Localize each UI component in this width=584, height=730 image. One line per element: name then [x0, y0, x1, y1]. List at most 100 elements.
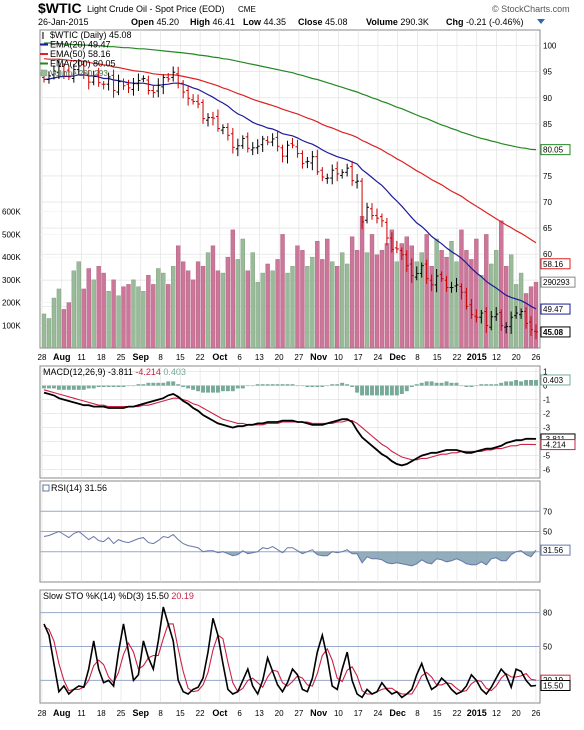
- histogram-bar: [389, 385, 394, 396]
- histogram-bar: [370, 385, 374, 396]
- price-bar: [106, 72, 111, 91]
- histogram-bar: [220, 385, 225, 392]
- x-tick-label: 10: [334, 353, 343, 362]
- x-tick-label: 22: [196, 353, 205, 362]
- value-tag-box: [540, 258, 571, 270]
- volume-bar: [379, 250, 385, 349]
- histogram-bar: [250, 385, 255, 387]
- y-tick-label: 0: [543, 382, 548, 391]
- x-tick-label: 15: [176, 353, 185, 362]
- chevron-down-icon[interactable]: [537, 19, 545, 24]
- price-bar: [126, 79, 131, 94]
- x-tick-label: 2015: [467, 352, 487, 362]
- histogram-bar: [81, 385, 86, 390]
- histogram-bar: [454, 382, 459, 386]
- histogram-bar: [449, 382, 454, 386]
- volume-tick-label: 300K: [2, 276, 21, 285]
- volume-bar: [344, 263, 350, 349]
- histogram-bar: [191, 385, 196, 390]
- ema200-line: [44, 42, 537, 151]
- y-tick-label: -1: [543, 396, 551, 405]
- x-tick-label: 15: [176, 709, 185, 718]
- volume-bar: [220, 272, 226, 349]
- histogram-bar: [424, 381, 429, 386]
- volume-bar: [260, 272, 265, 349]
- volume-bar: [190, 279, 196, 349]
- panel-legend: RSI(14) 31.56: [51, 483, 107, 493]
- histogram-bar: [240, 385, 245, 389]
- quote-row: Open 45.20 High 46.41 Low 44.35 Close 45.08…: [131, 17, 524, 27]
- price-bar: [121, 78, 126, 90]
- volume-bar: [409, 245, 414, 349]
- histogram-bar: [156, 382, 161, 386]
- volume-bar: [270, 270, 275, 349]
- y-tick-label: 75: [543, 172, 552, 181]
- x-tick-label: 6: [237, 353, 242, 362]
- price-bar: [469, 298, 474, 319]
- price-bar: [171, 66, 176, 82]
- volume-bar: [484, 234, 489, 349]
- price-bar: [131, 77, 136, 96]
- histogram-bar: [444, 381, 449, 386]
- x-tick-label: 27: [294, 709, 303, 718]
- histogram-bar: [91, 385, 96, 389]
- panel-legend: Slow STO %K(14) %D(3) 15.50 20.19: [43, 591, 194, 601]
- histogram-bar: [186, 385, 191, 389]
- y-tick-label: 95: [543, 68, 552, 77]
- x-tick-label: 17: [354, 353, 363, 362]
- histogram-bar: [265, 384, 270, 386]
- value-tag: 0.403: [540, 374, 571, 386]
- histogram-bar: [305, 385, 310, 387]
- x-tick-label: Nov: [310, 352, 327, 362]
- price-bar: [270, 133, 275, 147]
- price-bar: [201, 99, 206, 124]
- price-bar: [186, 86, 191, 106]
- x-tick-label: 2015: [467, 708, 487, 718]
- ema50-line: [43, 58, 537, 244]
- x-tick-label: 6: [237, 709, 242, 718]
- histogram-bar: [384, 385, 389, 396]
- value-tag-box: [540, 439, 576, 451]
- x-tick-label: 22: [453, 353, 462, 362]
- histogram-bar: [360, 385, 365, 396]
- price-bar: [489, 310, 494, 331]
- price-bar: [161, 74, 166, 95]
- value-tag-box: [540, 374, 571, 386]
- x-tick-label: Nov: [310, 708, 327, 718]
- volume-bar: [166, 284, 171, 349]
- price-bar: [230, 128, 235, 154]
- price-bar: [345, 163, 350, 177]
- histogram-bar: [290, 384, 295, 386]
- volume-bar: [240, 238, 245, 349]
- histogram-bar: [275, 384, 280, 386]
- x-tick-label: 12: [492, 353, 501, 362]
- histogram-bar: [116, 385, 121, 387]
- volume-bar: [330, 261, 335, 349]
- volume-bar: [384, 243, 390, 349]
- volume-tick-label: 500K: [2, 230, 21, 239]
- histogram-bar: [161, 382, 166, 386]
- x-tick-label: Aug: [53, 708, 71, 718]
- volume-tick-label: 400K: [2, 253, 21, 262]
- legend-entry: EMA(20) 49.47: [50, 40, 111, 50]
- price-bar: [424, 259, 429, 284]
- price-bar: [355, 174, 360, 189]
- value-tag: 49.47: [540, 303, 571, 315]
- x-tick-label: 8: [158, 709, 163, 718]
- x-tick-label: 26: [532, 709, 541, 718]
- histogram-bar: [51, 385, 56, 389]
- price-bar: [315, 149, 320, 175]
- x-tick-label: 15: [433, 353, 442, 362]
- histogram-bar: [434, 382, 439, 386]
- histogram-bar: [295, 385, 300, 387]
- price-bar: [96, 67, 101, 87]
- histogram-bar: [524, 380, 529, 386]
- x-tick-label: Dec: [389, 708, 406, 718]
- value-tag: 80.05: [540, 144, 571, 156]
- price-bar: [146, 75, 151, 95]
- horizontal-grid: 10-1-2-3-4-5-6: [40, 368, 551, 475]
- x-tick-label: Oct: [212, 352, 227, 362]
- histogram-bar: [146, 382, 151, 386]
- volume-bar: [101, 272, 106, 349]
- value-tag-text: 15.50: [543, 681, 564, 690]
